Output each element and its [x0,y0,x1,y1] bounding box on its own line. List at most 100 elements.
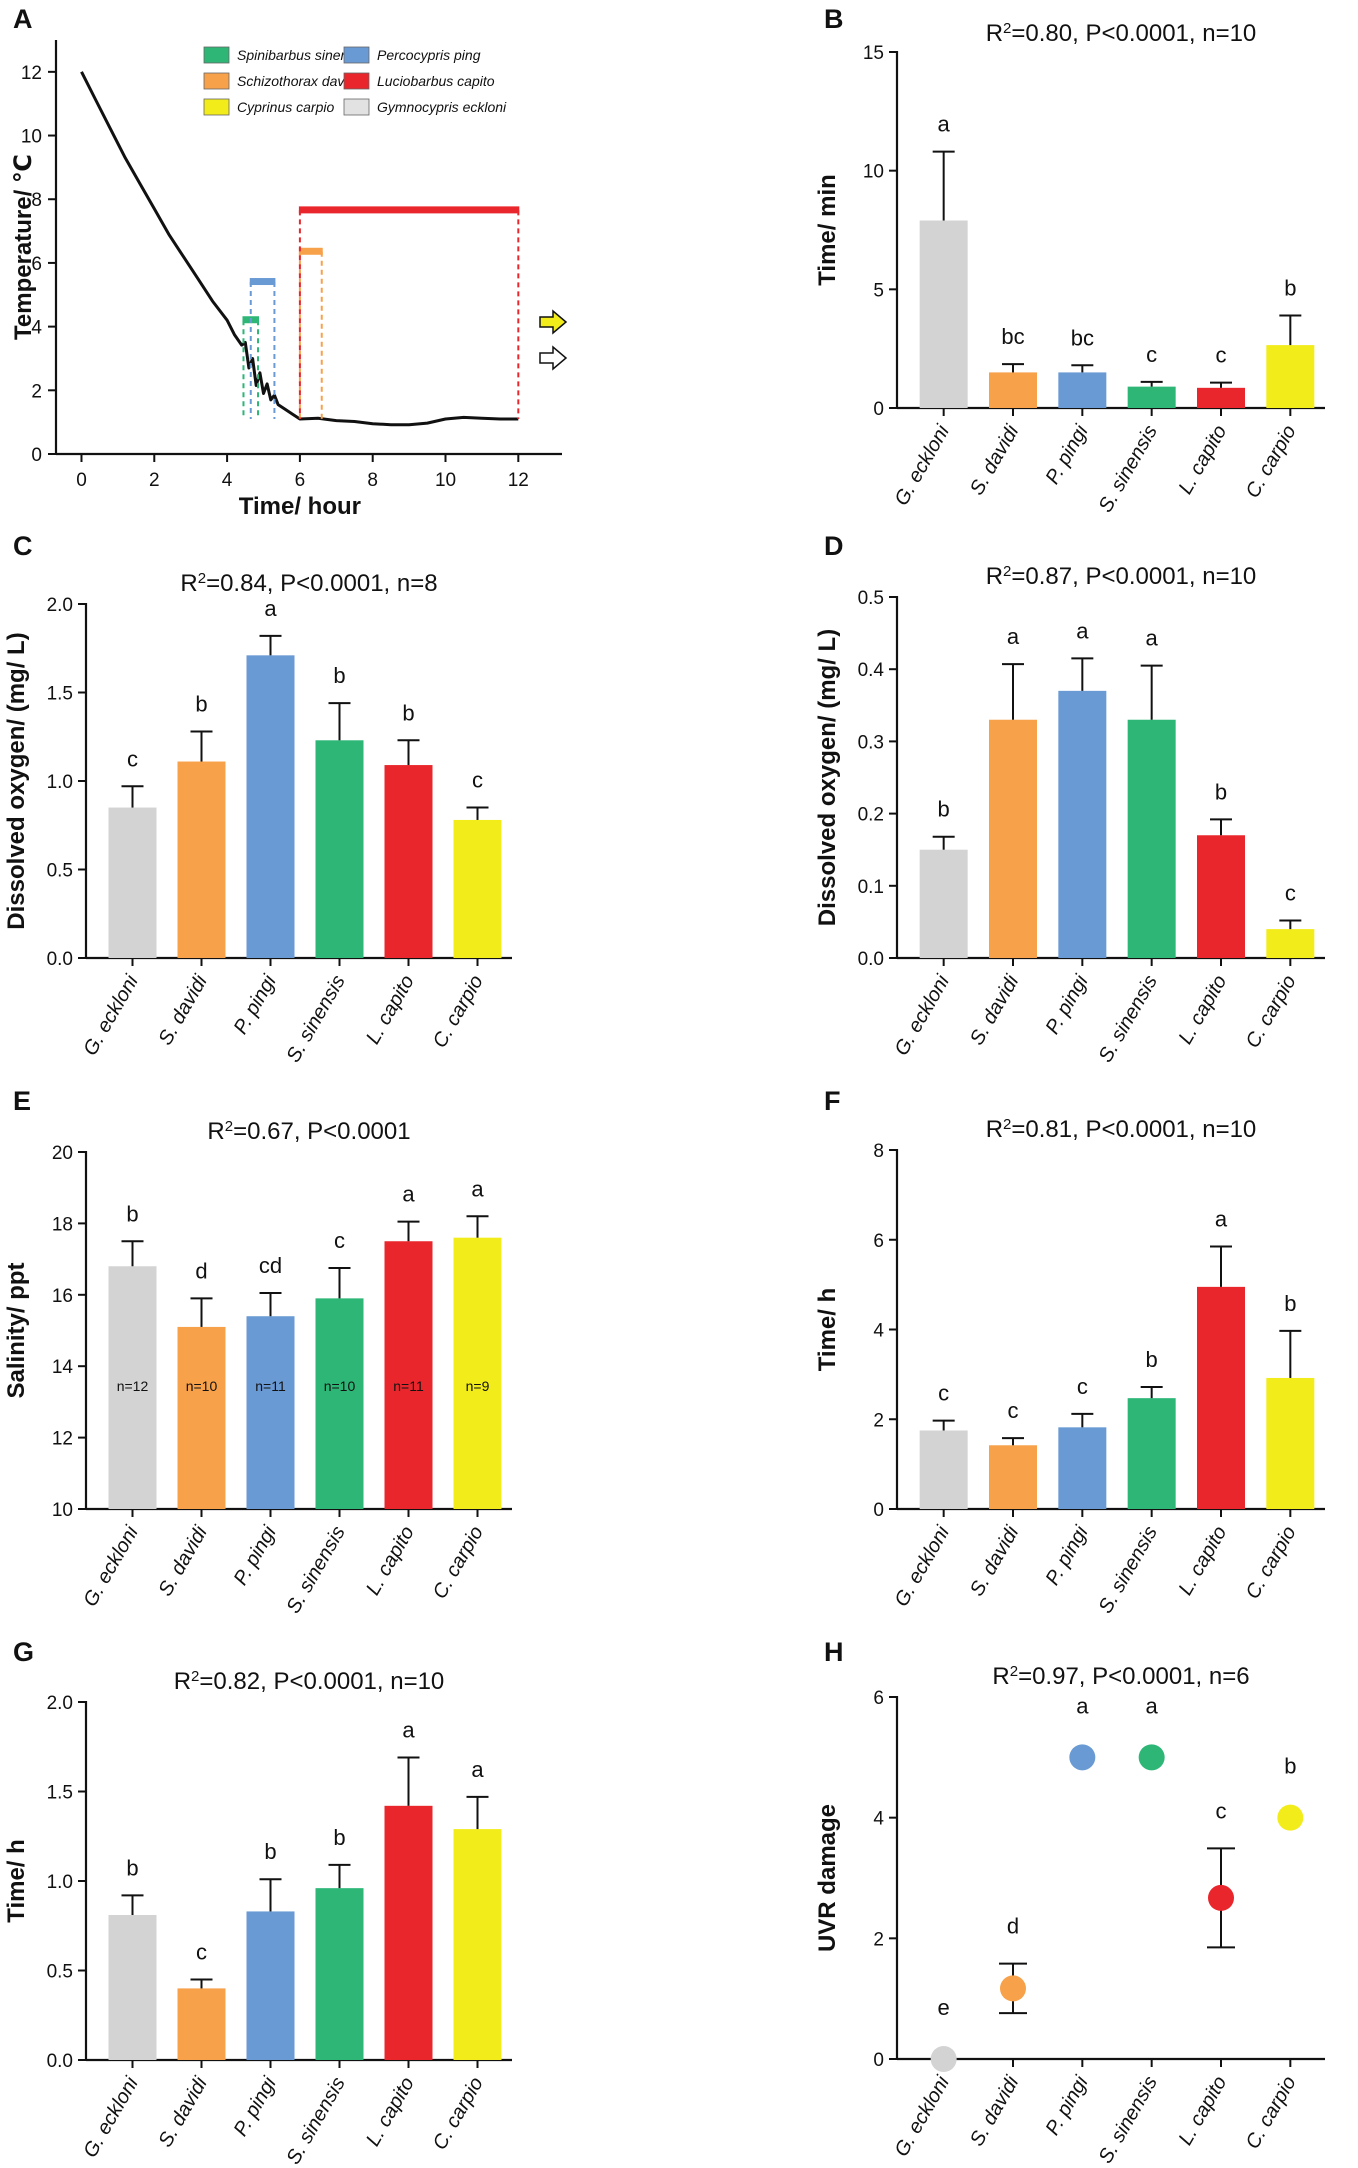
significance-letter: a [471,1757,484,1782]
bar [453,1829,502,2060]
category-label: P. pingi [1042,971,1093,1038]
significance-letter: c [1216,1798,1227,1823]
bar [177,761,226,958]
legend-arrow-icon [539,309,568,335]
bar [384,1241,433,1509]
category-label: L. capito [362,972,419,1048]
legend-label: Gymnocypris eckloni [377,99,507,115]
significance-letter: c [334,1228,345,1253]
bar [1266,1377,1315,1509]
significance-letter: a [1007,624,1020,649]
sample-size-label: n=12 [117,1378,149,1394]
category-label: S. davidi [966,2072,1024,2150]
y-tick-label: 4 [873,1321,884,1342]
category-label: S. davidi [154,1522,212,1600]
legend-arrow-icon [539,345,568,371]
significance-letter: c [938,1381,949,1406]
significance-letter: c [1008,1398,1019,1423]
bar [177,1326,226,1509]
category-label: P. pingi [1042,421,1093,488]
legend-swatch [203,46,230,64]
significance-letter: d [195,1258,207,1283]
panel-f-stat: R2=0.81, P<0.0001, n=10 [986,1116,1257,1144]
category-label: P. pingi [1042,2072,1093,2139]
category-label: G. eckloni [890,2072,954,2160]
x-tick-label: 8 [367,470,378,491]
significance-letter: a [402,1182,415,1207]
significance-letter: b [126,1201,138,1226]
significance-letter: c [1146,342,1157,367]
significance-letter: b [264,1839,276,1864]
panel-c: R2=0.84, P<0.0001, n=8 0.0 0.5 1.0 1.5 2.0 Dis… [3,570,512,1066]
y-tick-label: 0 [873,1500,884,1521]
bar [453,819,502,958]
y-tick-label: 0.0 [47,949,73,970]
sample-size-label: n=10 [324,1378,356,1394]
y-tick-label: 2 [873,1929,884,1950]
significance-letter: b [1215,779,1227,804]
panel-f: R2=0.81, P<0.0001, n=10 0 2 4 6 8 Time/ h G. ec… [814,1116,1325,1618]
y-tick-label: 1.5 [47,684,73,705]
significance-letter: a [1076,1693,1089,1718]
category-label: S. davidi [966,1522,1024,1600]
x-axis-title: Time/ hour [239,493,361,520]
bar [1127,1398,1176,1509]
significance-letter: a [938,112,951,137]
bar [108,1266,157,1509]
legend-swatch [343,98,370,116]
significance-letter: e [938,1995,950,2020]
panel-h: R2=0.97, P<0.0001, n=6 0 2 4 6 UVR damage G. e… [814,1663,1325,2167]
panel-e: R2=0.67, P<0.0001 10 12 14 16 18 20 Salinity/ p… [3,1118,512,1617]
y-axis-title: Temperature/ ℃ [10,154,37,340]
y-tick-label: 0 [873,399,884,420]
category-label: C. carpio [1242,972,1301,1052]
bar [1197,387,1245,408]
y-tick-label: 2.0 [47,1693,73,1714]
bar [108,807,157,958]
legend-label: Cyprinus carpio [237,99,334,115]
panel-letter-f: F [824,1086,841,1116]
panel-d: R2=0.87, P<0.0001, n=10 0.0 0.1 0.2 0.3 0.4 0.… [814,563,1325,1066]
category-label: C. carpio [1242,2073,1301,2153]
category-label: S. sinensis [1095,1523,1162,1618]
category-label: C. carpio [429,1523,488,1603]
data-point [1277,1804,1304,1831]
panel-letter-h: H [824,1637,844,1667]
data-point [930,2046,957,2072]
y-axis-title: Dissolved oxygen/ (mg/ L) [3,632,30,929]
significance-letter: b [1284,1291,1296,1316]
bar [246,1911,295,2060]
bar [453,1237,502,1509]
bar [1058,1427,1107,1509]
bar [919,849,968,958]
significance-letter: a [402,1717,415,1742]
bar [989,719,1037,958]
bar [384,765,433,958]
data-point [1208,1884,1234,1911]
sample-size-label: n=10 [186,1378,218,1394]
y-tick-label: 12 [52,1429,73,1450]
panel-c-stat: R2=0.84, P<0.0001, n=8 [180,570,437,598]
significance-letter: c [127,746,138,771]
x-tick-label: 10 [435,470,456,491]
y-axis-title: UVR damage [814,1804,841,1952]
data-point [1138,1744,1165,1771]
bar [246,1316,295,1509]
category-label: P. pingi [1042,1522,1093,1589]
category-label: C. carpio [1242,1523,1301,1603]
significance-letter: b [333,1825,345,1850]
significance-letter: b [938,797,950,822]
y-tick-label: 2 [31,381,42,402]
bar [1058,690,1107,958]
x-tick-label: 0 [76,470,87,491]
significance-letter: b [402,700,414,725]
category-label: C. carpio [429,972,488,1052]
legend-label: Schizothorax davidi [237,73,359,89]
y-axis-title: Salinity/ ppt [3,1262,30,1398]
significance-letter: c [1285,880,1296,905]
significance-letter: a [471,1176,484,1201]
significance-letter: b [1146,1347,1158,1372]
y-axis-title: Dissolved oxygen/ (mg/ L) [814,629,841,926]
x-tick-label: 6 [295,470,306,491]
y-tick-label: 15 [863,43,884,64]
